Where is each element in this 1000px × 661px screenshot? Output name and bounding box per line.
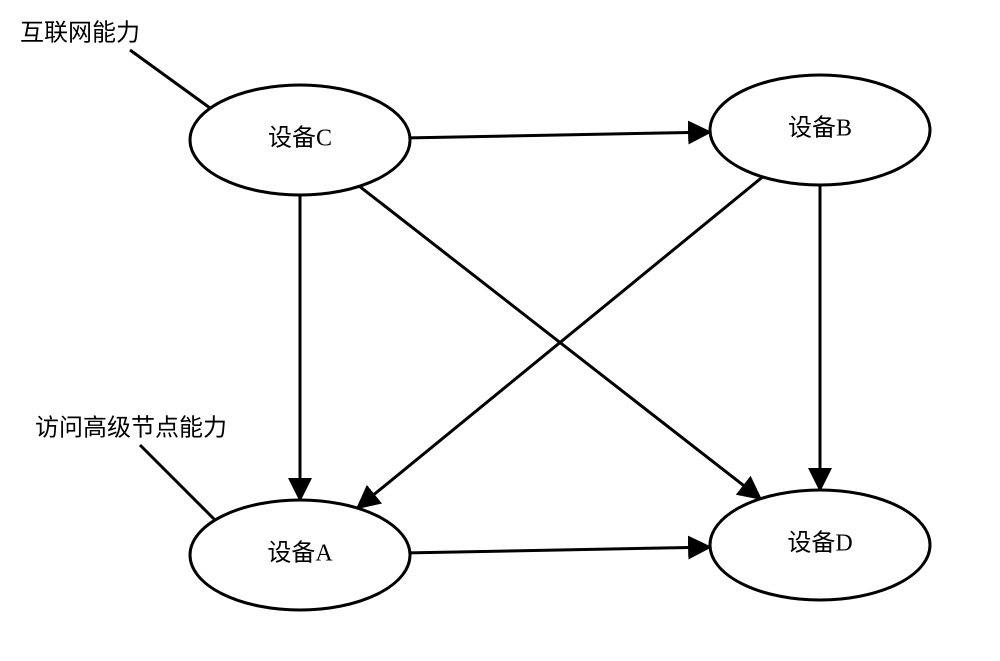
node-D-label: 设备D xyxy=(787,530,852,557)
annot-internet-line xyxy=(130,50,210,108)
node-C-label: 设备C xyxy=(268,125,332,152)
annot-advanced: 访问高级节点能力 xyxy=(35,415,227,521)
node-B: 设备B xyxy=(710,75,930,185)
edge-C-B xyxy=(410,132,710,138)
annot-advanced-line xyxy=(140,445,215,520)
annot-internet-label: 互联网能力 xyxy=(20,20,140,47)
edge-A-D xyxy=(410,547,710,553)
edge-B-A xyxy=(357,177,762,508)
node-B-label: 设备B xyxy=(788,115,852,142)
node-C: 设备C xyxy=(190,85,410,195)
network-diagram: 设备C 设备B 设备A 设备D 互联网能力访问高级节点能力 xyxy=(0,0,1000,661)
node-A-label: 设备A xyxy=(267,540,333,567)
node-A: 设备A xyxy=(190,500,410,610)
annotations-layer: 互联网能力访问高级节点能力 xyxy=(20,20,227,521)
annot-advanced-label: 访问高级节点能力 xyxy=(35,415,227,442)
annot-internet: 互联网能力 xyxy=(20,20,210,109)
edges-layer xyxy=(300,132,820,553)
node-D: 设备D xyxy=(710,490,930,600)
